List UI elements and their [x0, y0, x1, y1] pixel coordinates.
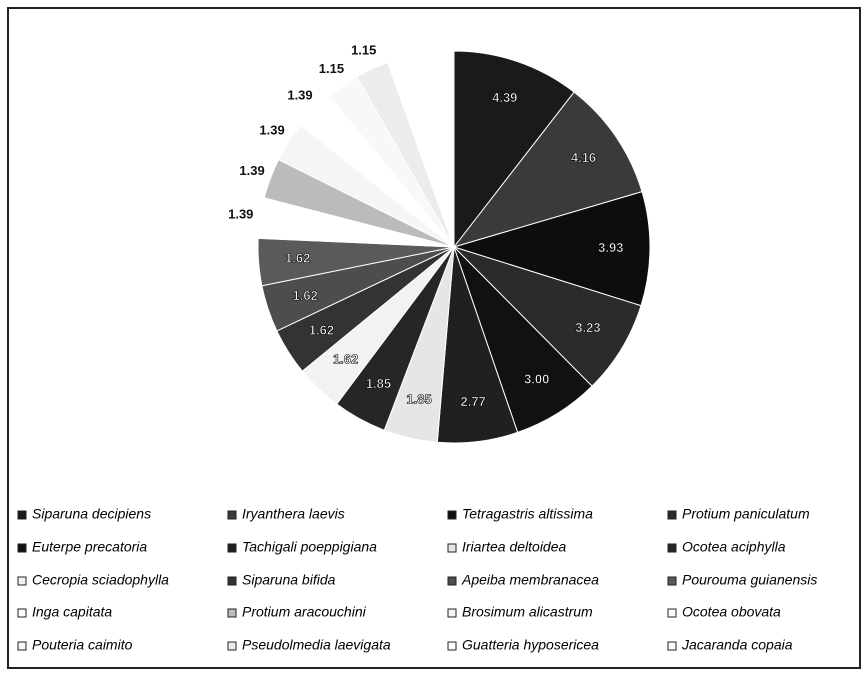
data-label: 4.39 — [492, 90, 517, 105]
legend-label: Ocotea obovata — [682, 604, 781, 620]
legend-swatch — [227, 576, 237, 586]
legend-swatch — [227, 543, 237, 553]
data-label: 1.39 — [228, 206, 253, 221]
legend-swatch — [227, 641, 237, 651]
legend-swatch — [447, 608, 457, 618]
legend-swatch — [17, 641, 27, 651]
legend-swatch — [667, 510, 677, 520]
data-label: 1.62 — [285, 251, 310, 266]
legend-label: Pouteria caimito — [32, 637, 133, 653]
legend-label: Iryanthera laevis — [242, 506, 345, 522]
data-label: 3.00 — [524, 372, 549, 387]
pie-slice — [452, 191, 651, 307]
legend-swatch — [667, 543, 677, 553]
legend-label: Protium paniculatum — [682, 506, 810, 522]
data-label: 2.77 — [460, 394, 485, 409]
data-label: 1.85 — [366, 376, 391, 391]
legend-label: Brosimum alicastrum — [462, 604, 593, 620]
legend-label: Siparuna bifida — [242, 572, 336, 588]
frame — [7, 7, 861, 669]
legend-swatch — [17, 608, 27, 618]
pie-slice — [452, 91, 643, 248]
legend-swatch — [667, 576, 677, 586]
legend-label: Inga capitata — [32, 604, 112, 620]
legend-swatch — [667, 608, 677, 618]
legend-label: Tachigali poeppigiana — [242, 539, 377, 555]
legend-label: Guatteria hyposericea — [462, 637, 599, 653]
legend-swatch — [17, 576, 27, 586]
legend-label: Cecropia sciadophylla — [32, 572, 169, 588]
pie-slice — [419, 50, 455, 248]
legend-label: Iriartea deltoidea — [462, 539, 567, 555]
data-label: 1.39 — [259, 123, 284, 138]
data-label: 1.39 — [239, 163, 264, 178]
legend-label: Pseudolmedia laevigata — [242, 637, 391, 653]
pie-slice — [453, 246, 642, 387]
legend-label: Apeiba membranacea — [461, 572, 599, 588]
legend-swatch — [17, 510, 27, 520]
data-label: 1.62 — [309, 322, 334, 337]
pie-slice — [453, 50, 575, 249]
legend-swatch — [227, 510, 237, 520]
legend-swatch — [447, 543, 457, 553]
data-label: 1.39 — [287, 88, 312, 103]
legend-label: Tetragastris altissima — [462, 506, 593, 522]
data-label: 4.16 — [571, 150, 596, 165]
data-label: 3.93 — [598, 240, 623, 255]
legend-swatch — [447, 576, 457, 586]
legend-label: Ocotea aciphylla — [682, 539, 786, 555]
legend-swatch — [447, 641, 457, 651]
data-label: 3.23 — [575, 320, 600, 335]
data-label: 1.62 — [333, 352, 358, 367]
legend-swatch — [667, 641, 677, 651]
legend-label: Jacaranda copaia — [681, 637, 793, 653]
legend-swatch — [17, 543, 27, 553]
legend-label: Protium aracouchini — [242, 604, 367, 620]
legend-label: Siparuna decipiens — [32, 506, 151, 522]
legend-label: Pourouma guianensis — [682, 572, 817, 588]
legend-swatch — [227, 608, 237, 618]
legend-label: Euterpe precatoria — [32, 539, 147, 555]
legend-swatch — [447, 510, 457, 520]
data-label: 1.85 — [406, 391, 431, 406]
data-label: 1.15 — [351, 43, 376, 58]
data-label: 1.15 — [319, 61, 344, 76]
data-label: 1.62 — [293, 288, 318, 303]
